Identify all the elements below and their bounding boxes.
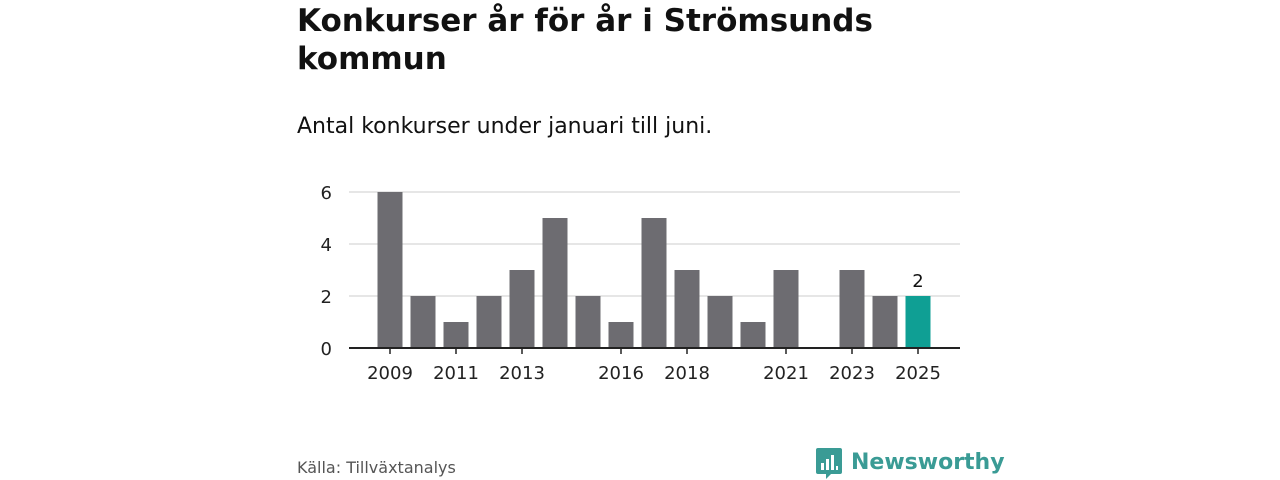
brand-name: Newsworthy — [851, 450, 1005, 475]
bar-2025 — [905, 296, 931, 348]
bar-2012 — [476, 296, 502, 348]
x-tick-label: 2013 — [499, 363, 545, 384]
x-tick-label: 2016 — [598, 363, 644, 384]
bar-2014 — [542, 218, 568, 348]
bar-2021 — [773, 270, 799, 348]
bar-2010 — [410, 296, 436, 348]
bar-2023 — [839, 270, 865, 348]
bar-2017 — [641, 218, 667, 348]
x-tick-label: 2023 — [829, 363, 875, 384]
bar-chart-speech-icon — [816, 448, 842, 479]
bar-2011 — [443, 322, 469, 348]
y-tick-label: 0 — [321, 339, 332, 360]
y-tick-label: 6 — [321, 183, 332, 204]
bar-2020 — [740, 322, 766, 348]
brand-logo: Newsworthy — [815, 446, 1005, 480]
x-tick-label: 2018 — [664, 363, 710, 384]
y-tick-label: 4 — [321, 235, 332, 256]
x-tick-label: 2021 — [763, 363, 809, 384]
y-tick-label: 2 — [321, 287, 332, 308]
bar-2019 — [707, 296, 733, 348]
x-tick-label: 2011 — [433, 363, 479, 384]
chart-subtitle: Antal konkurser under januari till juni. — [297, 114, 713, 139]
data-label-2025: 2 — [912, 271, 923, 292]
x-tick-label: 2009 — [367, 363, 413, 384]
bar-2024 — [872, 296, 898, 348]
bar-2015 — [575, 296, 601, 348]
chart-title: Konkurser år för år i Strömsunds kommun — [297, 3, 873, 77]
x-tick-label: 2025 — [895, 363, 941, 384]
bar-2013 — [509, 270, 535, 348]
source-note: Källa: Tillväxtanalys — [297, 458, 456, 477]
bar-2018 — [674, 270, 700, 348]
bar-2016 — [608, 322, 634, 348]
bar-2009 — [377, 192, 403, 348]
